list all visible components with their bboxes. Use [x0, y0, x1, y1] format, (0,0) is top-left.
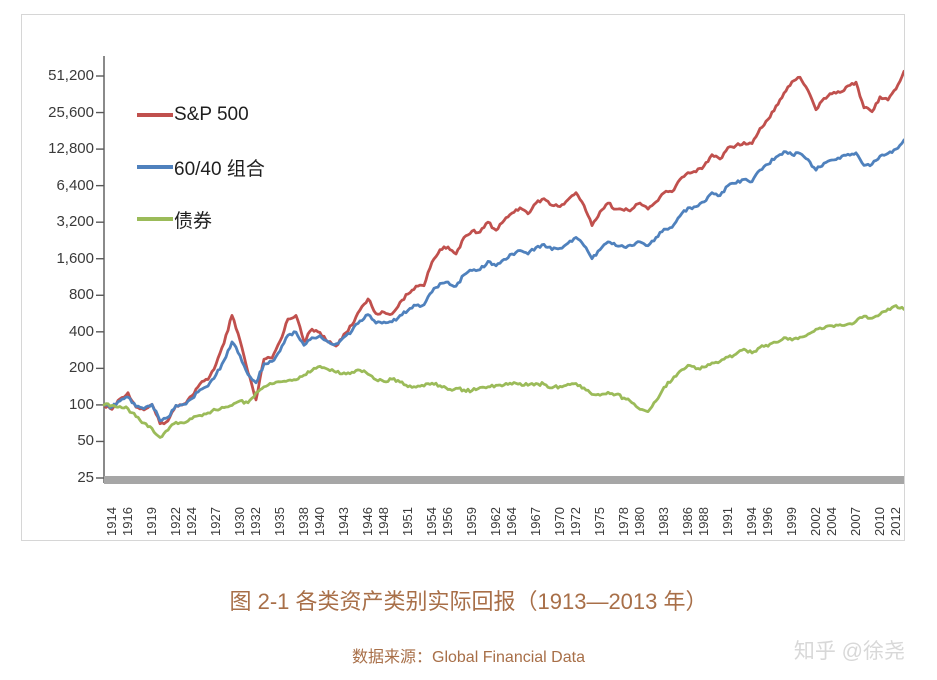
x-tick-label: 1991	[720, 507, 735, 536]
x-tick-label: 1978	[616, 507, 631, 536]
x-tick-label: 1948	[376, 507, 391, 536]
x-tick-label: 1935	[272, 507, 287, 536]
chart-legend: S&P 500 60/40 组合 债券	[137, 102, 265, 232]
legend-label-bonds: 债券	[174, 210, 213, 232]
x-tick-label: 1938	[296, 507, 311, 536]
x-tick-label: 1994	[744, 507, 759, 536]
x-tick-label: 1946	[360, 507, 375, 536]
x-tick-label: 1930	[232, 507, 247, 536]
x-tick-label: 1924	[184, 507, 199, 536]
legend-item-6040: 60/40 组合	[137, 154, 265, 180]
x-tick-label: 1959	[464, 507, 479, 536]
chart-frame: 51,200 25,600 12,800 6,400 3,200 1,600 800 400 2…	[21, 14, 905, 541]
x-tick-label: 1940	[312, 507, 327, 536]
x-tick-label: 1999	[784, 507, 799, 536]
x-tick-label: 2004	[824, 507, 839, 536]
x-tick-label: 1970	[552, 507, 567, 536]
x-tick-label: 1956	[440, 507, 455, 536]
line-plot	[96, 56, 904, 484]
y-tick-label: 51,200	[48, 67, 94, 84]
x-tick-label: 1980	[632, 507, 647, 536]
y-tick-label: 6,400	[56, 176, 94, 194]
x-tick-label: 1972	[568, 507, 583, 536]
x-tick-label: 2002	[808, 507, 823, 536]
x-tick-label: 1986	[680, 507, 695, 536]
x-tick-label: 1964	[504, 507, 519, 536]
bonds-line-swatch	[137, 217, 173, 221]
x-tick-label: 1954	[424, 507, 439, 536]
x-tick-label: 1962	[488, 507, 503, 536]
legend-label-sp500: S&P 500	[174, 104, 249, 125]
x-tick-label: 1932	[248, 507, 263, 536]
legend-item-sp500: S&P 500	[137, 102, 265, 128]
y-tick-label: 12,800	[48, 140, 94, 158]
sp500-line-swatch	[137, 113, 173, 117]
y-tick-label: 25,600	[48, 103, 94, 121]
figure-title: 图 2-1 各类资产类别实际回报（1913—2013 年）	[229, 589, 708, 614]
figure-source: 数据来源：Global Financial Data	[352, 649, 585, 666]
legend-item-bonds: 债券	[137, 206, 265, 232]
x-tick-label: 2010	[872, 507, 887, 536]
x-tick-label: 1951	[400, 507, 415, 536]
y-tick-label: 100	[68, 395, 94, 413]
y-tick-label: 400	[68, 322, 94, 340]
y-tick-label: 25	[77, 469, 94, 486]
x-tick-label: 1967	[528, 507, 543, 536]
x-tick-label: 1916	[120, 507, 135, 536]
y-tick-label: 3,200	[56, 213, 94, 231]
x-tick-label: 1988	[696, 507, 711, 536]
x-tick-label: 1914	[104, 507, 119, 536]
x-tick-label: 2012	[888, 507, 903, 536]
x-tick-label: 1983	[656, 507, 671, 536]
x-tick-label: 1927	[208, 507, 223, 536]
x-tick-label: 1919	[144, 507, 159, 536]
y-tick-label: 1,600	[56, 249, 94, 267]
x-tick-label: 2007	[848, 507, 863, 536]
y-tick-label: 50	[77, 432, 94, 450]
y-tick-label: 800	[68, 286, 94, 304]
x-tick-label: 1943	[336, 507, 351, 536]
legend-label-6040: 60/40 组合	[174, 158, 265, 180]
6040-line-swatch	[137, 165, 173, 169]
y-tick-label: 200	[68, 359, 94, 377]
x-tick-label: 1922	[168, 507, 183, 536]
x-tick-label: 1975	[592, 507, 607, 536]
x-tick-label: 1996	[760, 507, 775, 536]
zhihu-watermark: 知乎 @徐尧	[793, 640, 905, 663]
